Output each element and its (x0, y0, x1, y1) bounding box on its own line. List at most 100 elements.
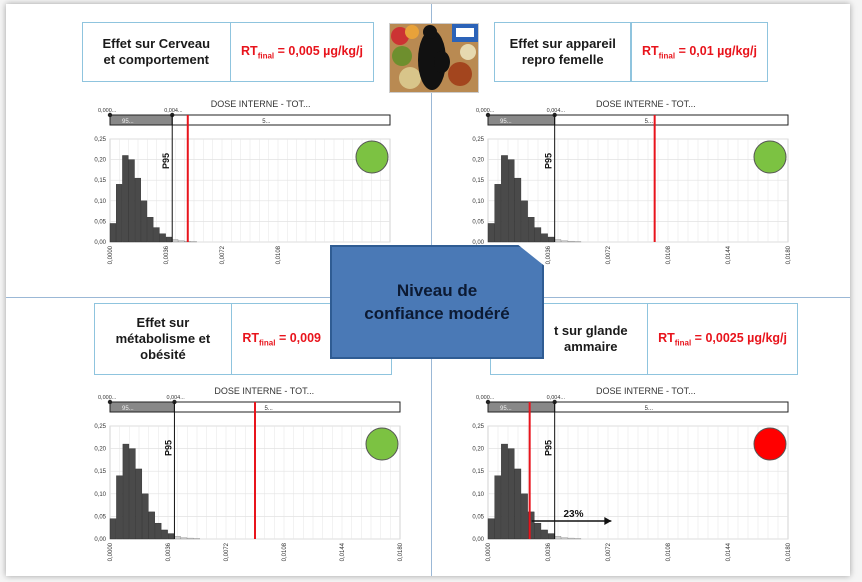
photo-collage (390, 24, 478, 92)
band-right-label: 5... (262, 119, 271, 125)
band-left-label: 95... (122, 406, 134, 412)
chart-metabolism-obesity: DOSE INTERNE - TOT... 95... 5... 0,000... 0,… (94, 386, 404, 561)
histogram-bar (501, 155, 508, 243)
x-tick-label: 0,0072 (606, 245, 612, 264)
histogram-bar (134, 177, 141, 243)
histogram-bar (487, 223, 495, 243)
panel-2-label: Effet sur appareil repro femelle RTfinal … (494, 22, 768, 82)
y-tick-label: 0,05 (94, 219, 106, 225)
y-tick-label: 0,20 (94, 158, 106, 164)
y-tick-label: 0,20 (472, 158, 484, 164)
histogram-bar (159, 233, 166, 243)
chart-mammary-gland: DOSE INTERNE - TOT... 95... 5... 0,000... 0,… (472, 386, 792, 561)
histogram-bar (547, 533, 555, 540)
histogram-bar (116, 184, 123, 243)
histogram-bar (174, 536, 181, 540)
y-tick-label: 0,20 (472, 447, 484, 453)
x-tick-label: 0,0036 (166, 542, 172, 561)
panel-2-separator (630, 23, 632, 81)
histogram-bar (554, 239, 562, 243)
histogram-bar (567, 537, 575, 540)
panel-1-title: Effet sur Cerveau et comportement (102, 36, 211, 67)
y-tick-label: 0,00 (94, 240, 106, 246)
exceedance-label: 23% (564, 509, 584, 520)
x-tick-label: 0,0108 (282, 542, 288, 561)
histogram-bar (567, 240, 575, 243)
chart-title: DOSE INTERNE - TOT... (214, 386, 314, 396)
x-tick-label: 0,0000 (486, 542, 492, 561)
band-left (109, 401, 175, 413)
panel-1-rt: RTfinal = 0,005 µg/kg/j (241, 43, 363, 61)
histogram-bar (116, 475, 123, 540)
histogram-bar (167, 533, 175, 540)
panel-3-rt: RTfinal = 0,009 (242, 330, 321, 348)
x-tick-label: 0,0036 (164, 245, 170, 264)
panel-1-separator (229, 23, 232, 81)
panel-2-title: Effet sur appareil repro femelle (509, 36, 616, 67)
histogram-bar (147, 217, 154, 243)
band-left-label: 95... (122, 119, 134, 125)
exceedance-arrow-head (604, 517, 612, 525)
y-tick-label: 0,25 (94, 137, 106, 143)
histogram-bar (521, 493, 528, 540)
p95-label: P95 (544, 153, 554, 169)
panel-4-title: t sur glande ammaire (553, 323, 628, 354)
x-tick-label: 0,0180 (786, 245, 792, 264)
histogram-bar (109, 518, 117, 540)
histogram-bar (534, 227, 542, 243)
histogram-bar (507, 159, 515, 243)
histogram-bar (142, 493, 149, 540)
panel-3-title: Effet sur métabolisme et obésité (115, 315, 211, 362)
status-indicator (355, 140, 389, 174)
histogram-bar (128, 159, 135, 243)
band-right-value: 0,004... (164, 108, 183, 114)
histogram-bar (507, 448, 515, 540)
band-left (487, 401, 556, 413)
status-indicator (753, 140, 787, 174)
x-tick-label: 0,0072 (224, 542, 230, 561)
histogram-bar (514, 177, 522, 243)
x-tick-label: 0,0000 (108, 245, 114, 264)
band-right-label: 5... (264, 406, 273, 412)
band-left-label: 95... (500, 119, 512, 125)
histogram-bar (521, 200, 528, 243)
x-tick-label: 0,0072 (606, 542, 612, 561)
band-left-value: 0,000... (98, 395, 117, 401)
chart-title: DOSE INTERNE - TOT... (596, 386, 696, 396)
histogram-bar (165, 236, 173, 243)
histogram-bar (140, 200, 148, 243)
band-right (554, 401, 789, 413)
p95-label: P95 (163, 440, 173, 456)
status-indicator (365, 427, 399, 461)
y-tick-label: 0,10 (472, 492, 484, 498)
panel-4-rt: RTfinal = 0,0025 µg/kg/j (658, 330, 787, 348)
x-tick-label: 0,0072 (220, 245, 226, 264)
histogram-bar (129, 448, 136, 540)
band-right (171, 114, 391, 126)
histogram-bar (122, 443, 130, 540)
band-left-value: 0,000... (476, 108, 495, 114)
band-right (554, 114, 789, 126)
y-tick-label: 0,05 (472, 514, 484, 520)
panel-1-label: Effet sur Cerveau et comportement RTfinal… (82, 22, 374, 82)
panel-2-rt: RTfinal = 0,01 µg/kg/j (641, 43, 757, 61)
y-tick-label: 0,15 (472, 178, 484, 184)
histogram-bar (135, 468, 143, 540)
y-tick-label: 0,15 (94, 469, 106, 475)
y-tick-label: 0,15 (472, 469, 484, 475)
x-tick-label: 0,0036 (546, 542, 552, 561)
x-tick-label: 0,0144 (340, 542, 346, 561)
histogram-bar (487, 518, 495, 540)
band-left-value: 0,000... (98, 108, 117, 114)
histogram-bar (561, 537, 568, 540)
callout-text: Niveau de confiance modéré (364, 281, 510, 323)
x-tick-label: 0,0000 (108, 542, 114, 561)
band-right-label: 5... (645, 119, 654, 125)
histogram-bar (527, 217, 535, 243)
y-tick-label: 0,25 (472, 137, 484, 143)
y-tick-label: 0,00 (472, 240, 484, 246)
histogram-bar (154, 522, 162, 540)
histogram-bar (161, 529, 168, 540)
y-tick-label: 0,20 (94, 447, 106, 453)
band-right-value: 0,004... (547, 108, 566, 114)
